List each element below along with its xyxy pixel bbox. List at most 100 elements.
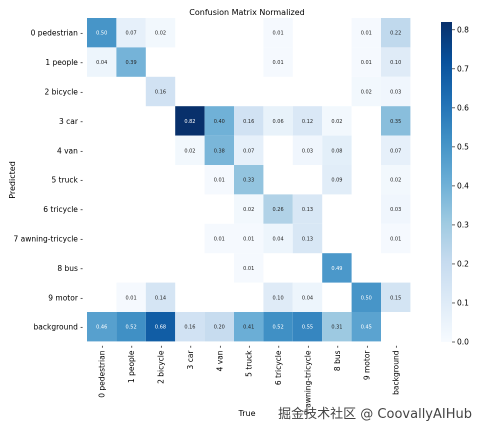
cell-value-label: 0.49 [331, 266, 342, 272]
cell-value-label: 0.02 [361, 90, 372, 96]
heatmap-cell [234, 106, 264, 136]
cell-value-label: 0.04 [96, 60, 107, 66]
cell-value-label: 0.02 [184, 148, 195, 154]
heatmap-cell [175, 312, 205, 342]
heatmap-cell [87, 18, 117, 48]
cell-value-label: 0.06 [273, 119, 284, 125]
cell-value-label: 0.14 [155, 295, 166, 301]
heatmap-cell [292, 194, 323, 224]
cell-value-label: 0.04 [302, 295, 313, 301]
cell-value-label: 0.33 [243, 178, 254, 184]
heatmap-cell [263, 106, 293, 136]
colorbar-tick-label: 0.6 [457, 103, 469, 112]
heatmap-cell [87, 47, 117, 77]
heatmap-cell [145, 312, 176, 342]
heatmap-cell [204, 135, 234, 165]
heatmap-cell [381, 223, 411, 254]
heatmap-cell [116, 282, 146, 312]
cell-value-label: 0.07 [243, 148, 254, 154]
cell-value-label: 0.03 [390, 207, 401, 213]
cell-value-label: 0.52 [126, 325, 137, 331]
heatmap-cell [351, 76, 381, 107]
heatmap-cell [351, 47, 381, 77]
cell-value-label: 0.16 [155, 90, 166, 96]
heatmap-cell [381, 18, 411, 48]
heatmap-cell [381, 135, 411, 165]
heatmap-cell [322, 135, 352, 165]
cell-value-label: 0.41 [243, 325, 254, 331]
y-tick-labels: 0 pedestrian - 1 people - 2 bicycle - 3 car… [13, 29, 83, 332]
heatmap-cell [116, 18, 146, 48]
x-axis-label: True [238, 409, 256, 418]
x-tick-labels: 0 pedestrian - 1 people - 2 bicycle - 3 car… [98, 345, 401, 415]
cell-value-label: 0.55 [302, 325, 313, 331]
cell-value-label: 0.20 [214, 325, 225, 331]
heatmap-cell [87, 312, 117, 342]
colorbar [441, 22, 452, 342]
colorbar-tick-label: 0.7 [457, 64, 469, 73]
heatmap-cell [381, 282, 411, 312]
cell-value-label: 0.35 [390, 119, 401, 125]
heatmap-cell [292, 312, 323, 342]
cell-value-label: 0.45 [361, 325, 372, 331]
colorbar-tick-label: 0.0 [457, 338, 469, 347]
cell-value-label: 0.01 [243, 266, 254, 272]
cell-value-label: 0.13 [302, 207, 313, 213]
cell-value-label: 0.12 [302, 119, 313, 125]
y-tick-label: 1 people - [45, 58, 83, 67]
y-tick-label: 2 bicycle - [45, 88, 84, 97]
cell-value-label: 0.01 [273, 60, 284, 66]
cell-value-label: 0.02 [243, 207, 254, 213]
heatmap-cell [263, 223, 293, 254]
heatmap-cell [381, 165, 411, 195]
x-tick-label: 3 car - [186, 345, 195, 369]
heatmap-cell [204, 106, 234, 136]
cell-value-label: 0.01 [243, 237, 254, 243]
cell-value-label: 0.03 [302, 148, 313, 154]
cell-value-label: 0.07 [390, 148, 401, 154]
cell-value-label: 0.16 [243, 119, 254, 125]
cell-value-label: 0.01 [214, 178, 225, 184]
cell-value-label: 0.38 [214, 148, 225, 154]
x-tick-label: 1 people - [127, 345, 136, 383]
cell-value-label: 0.31 [331, 325, 342, 331]
x-tick-label: 2 bicycle - [157, 345, 166, 384]
cell-value-label: 0.10 [273, 295, 284, 301]
cell-value-label: 0.82 [184, 119, 195, 125]
heatmap-cell [263, 18, 293, 48]
cell-value-label: 0.04 [273, 237, 284, 243]
heatmap-cell [292, 135, 323, 165]
heatmap-cell [263, 312, 293, 342]
heatmap-cell [145, 76, 176, 107]
y-tick-label: 6 tricycle - [43, 205, 83, 214]
colorbar-tick-label: 0.4 [457, 181, 469, 190]
heatmap-cell [381, 194, 411, 224]
cell-value-label: 0.40 [214, 119, 225, 125]
y-tick-label: 8 bus - [57, 264, 83, 273]
cell-value-label: 0.01 [214, 237, 225, 243]
heatmap-cell [292, 106, 323, 136]
watermark: 掘金技术社区 @ CoovallyAIHub [278, 407, 472, 422]
cell-value-label: 0.01 [361, 60, 372, 66]
cell-value-label: 0.10 [390, 60, 401, 66]
heatmap-cell [175, 135, 205, 165]
cell-value-label: 0.01 [390, 237, 401, 243]
heatmap-cell [263, 194, 293, 224]
heatmap-cell [234, 312, 264, 342]
x-tick-label: 9 motor - [362, 345, 371, 380]
x-tick-label: 7 awning-tricycle - [304, 345, 313, 415]
heatmap-cell [292, 282, 323, 312]
cell-value-label: 0.46 [96, 325, 107, 331]
cell-value-label: 0.09 [331, 178, 342, 184]
heatmap-cell [234, 253, 264, 283]
cell-value-label: 0.07 [126, 31, 137, 37]
y-tick-label: background - [34, 323, 84, 332]
cell-value-label: 0.52 [273, 325, 284, 331]
x-tick-label: 4 van - [215, 345, 224, 371]
heatmap-cell [292, 223, 323, 254]
chart-title: Confusion Matrix Normalized [189, 8, 304, 17]
cell-value-label: 0.50 [96, 31, 107, 37]
x-tick-label: 0 pedestrian - [98, 345, 107, 398]
colorbar-tick-label: 0.3 [457, 220, 469, 229]
